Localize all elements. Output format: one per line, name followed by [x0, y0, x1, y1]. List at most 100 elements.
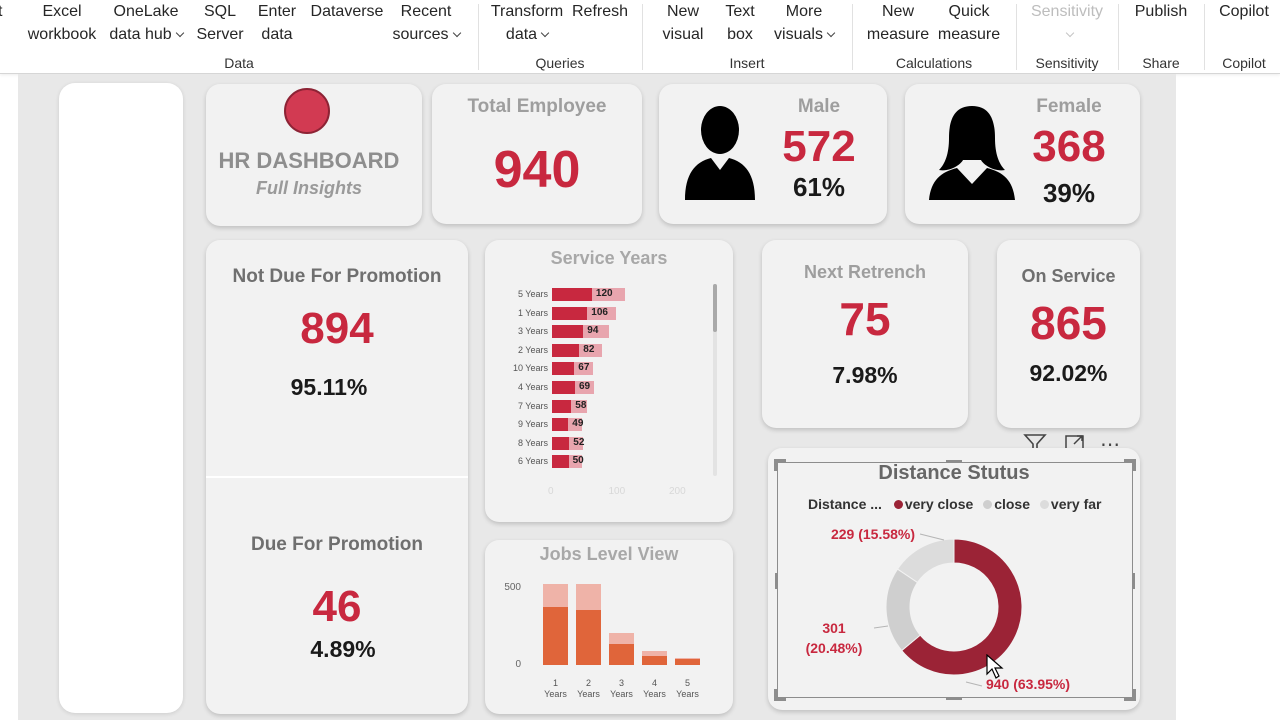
transform-data-button[interactable]: Transform data: [488, 0, 566, 46]
female-person-icon: [929, 106, 1015, 200]
female-card[interactable]: Female 368 39%: [905, 84, 1140, 224]
title-card[interactable]: HR DASHBOARD Full Insights: [206, 84, 422, 226]
distance-status-title: Distance Stutus: [878, 462, 1030, 484]
dataverse-button[interactable]: Dataverse: [310, 3, 384, 20]
female-pct: 39%: [1042, 178, 1096, 208]
male-person-icon: [685, 106, 755, 200]
service-years-scrollbar[interactable]: [713, 284, 717, 476]
service-years-bar[interactable]: [552, 343, 580, 357]
new-visual-button[interactable]: New visual: [662, 3, 704, 43]
jobs-level-bar[interactable]: [642, 655, 667, 665]
jobs-level-bar[interactable]: [543, 606, 568, 665]
jobs-level-bar[interactable]: [576, 583, 601, 610]
chevron-down-icon: [540, 28, 550, 38]
distance-donut-chart: [873, 533, 1023, 687]
publish-button[interactable]: Publish: [1134, 3, 1188, 20]
legend-dot-icon: [893, 500, 903, 509]
service-years-value-label: 58: [575, 399, 587, 411]
donut-slice[interactable]: [896, 538, 955, 584]
service-years-bar[interactable]: [552, 399, 572, 413]
service-years-bar[interactable]: [552, 381, 575, 394]
service-years-title: Service Years: [550, 248, 668, 268]
service-years-category-label: 4 Years: [517, 382, 548, 392]
get-data-button[interactable]: t: [0, 3, 3, 20]
enter-data-button[interactable]: Enter data: [257, 3, 297, 43]
logo-circle-icon: [284, 88, 330, 134]
service-years-bar[interactable]: [552, 418, 569, 432]
group-label-share: Share: [1142, 55, 1180, 71]
promotion-card[interactable]: Not Due For Promotion 894 95.11% Due For…: [206, 240, 468, 714]
copilot-button[interactable]: Copilot: [1219, 3, 1269, 20]
jobs-level-bar[interactable]: [609, 643, 634, 665]
on-service-card[interactable]: On Service 865 92.02%: [997, 240, 1140, 428]
next-retrench-card[interactable]: Next Retrench 75 7.98%: [762, 240, 968, 428]
distance-status-card[interactable]: Distance Stutus Distance ... very close …: [768, 448, 1140, 710]
new-measure-button[interactable]: New measure: [866, 3, 930, 43]
legend-close[interactable]: close: [983, 496, 1036, 512]
service-years-category-label: 7 Years: [517, 400, 548, 411]
quick-measure-button[interactable]: Quick measure: [937, 3, 1001, 43]
group-label-queries: Queries: [535, 55, 585, 71]
distance-legend: Distance ... very close close very far: [808, 496, 1102, 512]
total-employee-label: Total Employee: [467, 96, 607, 117]
legend-very-close[interactable]: very close: [893, 496, 980, 512]
service-years-value-label: 106: [591, 306, 608, 318]
jobs-level-bar[interactable]: [642, 651, 667, 656]
service-years-card[interactable]: Service Years 5 Years 120 1 Years 106 3 Year…: [485, 240, 733, 522]
chevron-down-icon: [1065, 28, 1074, 38]
service-years-value-label: 52: [573, 436, 585, 448]
total-employee-card[interactable]: Total Employee 940: [432, 84, 642, 224]
male-card[interactable]: Male 572 61%: [659, 84, 887, 224]
due-promotion-pct: 4.89%: [310, 636, 376, 662]
on-service-value: 865: [1030, 297, 1107, 349]
not-due-promotion-label: Not Due For Promotion: [232, 266, 442, 287]
excel-workbook-button[interactable]: Excel workbook: [27, 3, 97, 43]
group-label-data: Data: [224, 55, 254, 71]
jobs-level-bar[interactable]: [543, 583, 568, 607]
service-years-bar[interactable]: [552, 288, 592, 301]
ribbon-separator: [642, 4, 643, 70]
data-label-close: 301 (20.48%): [805, 620, 863, 656]
sensitivity-label: Sensitivity: [1030, 3, 1104, 20]
service-years-bar[interactable]: [552, 436, 570, 450]
on-service-label: On Service: [1021, 266, 1116, 286]
refresh-button[interactable]: Refresh: [571, 3, 629, 20]
male-label: Male: [797, 96, 841, 117]
jobs-level-bar[interactable]: [576, 609, 601, 665]
legend-title: Distance ...: [808, 496, 882, 512]
jobs-level-category-label: 5 Years: [676, 678, 699, 699]
next-retrench-pct: 7.98%: [832, 362, 898, 388]
scrollbar-thumb[interactable]: [713, 284, 717, 332]
jobs-level-bar[interactable]: [675, 658, 700, 665]
sensitivity-button[interactable]: Sensitivity: [1024, 0, 1110, 46]
jobs-level-axis-tick: 0: [515, 659, 521, 670]
female-label: Female: [1036, 96, 1102, 117]
nav-sidebar-panel[interactable]: [59, 83, 183, 713]
service-years-category-label: 10 Years: [512, 363, 548, 374]
text-box-button[interactable]: Text box: [725, 3, 755, 43]
service-years-value-label: 94: [587, 325, 599, 337]
recent-sources-button[interactable]: Recent sources: [388, 0, 464, 46]
legend-very-close-label: very close: [904, 496, 974, 512]
data-label-very-close: 940 (63.95%): [985, 676, 1071, 692]
legend-close-label: close: [994, 496, 1031, 512]
service-years-bar[interactable]: [552, 306, 588, 320]
legend-very-far[interactable]: very far: [1039, 496, 1102, 512]
donut-slice[interactable]: [901, 538, 1023, 676]
more-visuals-button[interactable]: More visuals: [768, 0, 840, 46]
service-years-value-label: 67: [578, 362, 590, 374]
jobs-level-bar[interactable]: [609, 632, 634, 644]
ribbon-separator: [1118, 4, 1119, 70]
jobs-level-bar[interactable]: [675, 658, 700, 659]
onelake-label: OneLake data hub: [109, 3, 179, 43]
promotion-divider: [206, 476, 468, 478]
sql-server-button[interactable]: SQL Server: [196, 3, 244, 43]
service-years-value-label: 120: [595, 288, 613, 299]
jobs-level-card[interactable]: Jobs Level View 1 Years 2 Years 3 Years 4 Y…: [485, 540, 733, 714]
service-years-bar[interactable]: [552, 325, 584, 339]
jobs-level-chart: 1 Years 2 Years 3 Years 4 Years 5 Years 500 0: [485, 540, 733, 714]
service-years-bar[interactable]: [552, 455, 569, 469]
service-years-bar[interactable]: [552, 362, 575, 376]
onelake-data-hub-button[interactable]: OneLake data hub: [104, 0, 188, 46]
